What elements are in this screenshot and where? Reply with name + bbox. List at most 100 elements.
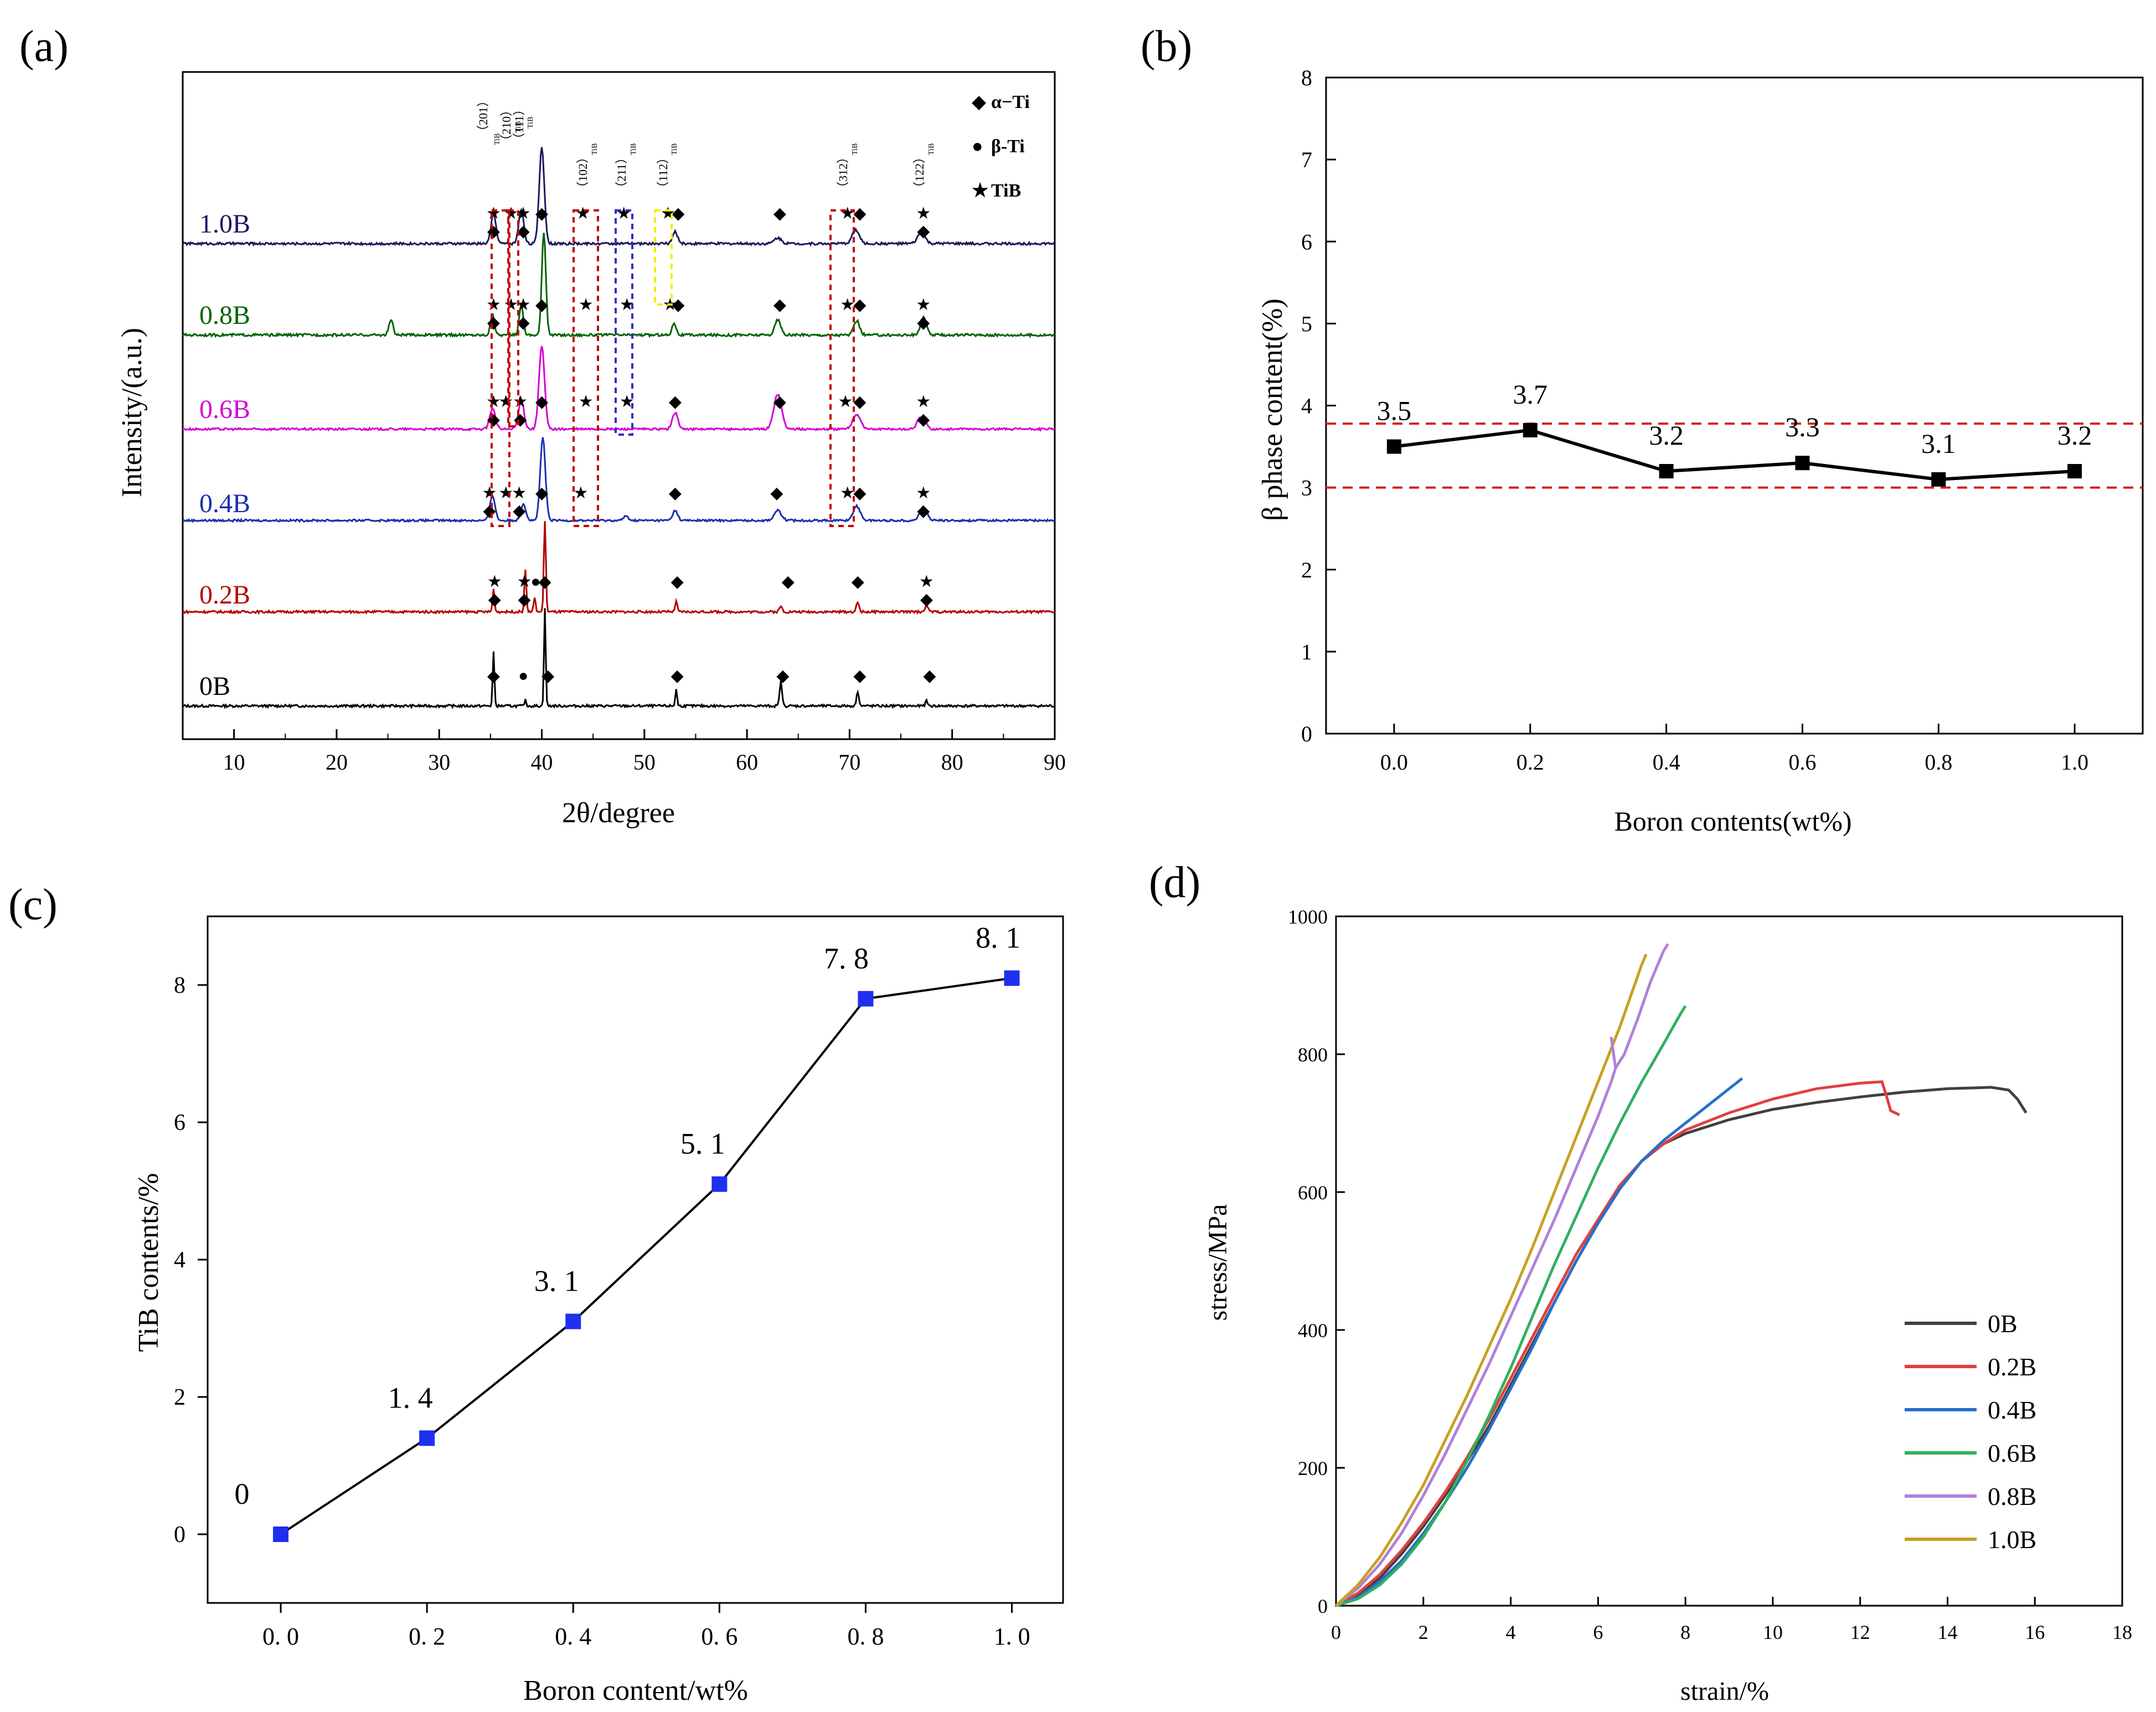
xrd-phase-marker: ◆ [923, 667, 936, 685]
box-211 [615, 209, 633, 436]
legend-beta-symbol: ● [972, 136, 983, 157]
xrd-phase-marker: ◆ [518, 590, 530, 609]
xrd-phase-marker: ◆ [782, 573, 795, 591]
d-y-label: stress/MPa [1203, 1204, 1232, 1321]
xrd-line-0.6B [182, 346, 1055, 432]
plane-sub-211: TiB [630, 143, 638, 155]
b-data-point [1523, 422, 1538, 437]
plane-sub-210: TiB [514, 121, 523, 133]
d-xtick-label: 6 [1593, 1621, 1603, 1643]
xrd-phase-marker: ◆ [920, 590, 933, 609]
xrd-phase-marker: ◆ [535, 204, 548, 223]
xrd-phase-marker: ★ [840, 204, 855, 223]
xrd-phase-marker: ◆ [776, 667, 789, 685]
d-xtick-label: 2 [1419, 1621, 1428, 1643]
xrd-phase-marker: ◆ [773, 296, 786, 314]
c-ytick-label: 8 [174, 973, 185, 998]
c-data-point [711, 1176, 728, 1192]
c-xtick-label: 1. 0 [994, 1623, 1030, 1650]
c-ytick-label: 2 [174, 1385, 185, 1410]
a-xtick-label: 60 [736, 750, 758, 775]
plane-sub-112: TiB [670, 143, 679, 155]
d-ytick-label: 400 [1298, 1319, 1328, 1342]
xrd-phase-marker: ★ [512, 484, 527, 502]
d-plot-frame [1335, 915, 2123, 1607]
b-ytick-label: 7 [1301, 147, 1312, 172]
plane-sub-122: TiB [927, 143, 936, 155]
xrd-phase-marker: ★ [661, 204, 675, 223]
box-210 [507, 209, 519, 427]
b-data-point [1795, 456, 1810, 471]
b-plot-frame [1325, 76, 2144, 735]
xrd-line-1.0B [182, 147, 1056, 247]
xrd-phase-marker: ★ [482, 484, 497, 502]
xrd-phase-marker: ◆ [517, 313, 530, 332]
b-data-label: 3.5 [1377, 395, 1412, 426]
xrd-y-label: Intensity/(a.u.) [116, 328, 148, 497]
xrd-phase-marker: ◆ [917, 222, 930, 240]
xrd-phase-marker: ◆ [541, 667, 554, 685]
xrd-phase-marker: ◆ [488, 590, 501, 609]
b-data-label: 3.1 [1921, 428, 1956, 459]
c-ytick-label: 0 [174, 1522, 185, 1548]
c-xtick-label: 0. 4 [555, 1623, 591, 1650]
xrd-phase-marker: ★ [916, 204, 931, 223]
xrd-phase-marker: ★ [838, 393, 853, 411]
xrd-phase-marker: ◆ [853, 296, 866, 314]
b-x-label: Boron contents(wt%) [1614, 806, 1851, 837]
d-xtick-label: 12 [1850, 1621, 1870, 1643]
b-ytick-label: 5 [1301, 311, 1312, 336]
xrd-phase-marker: ◆ [917, 502, 930, 520]
legend-alpha-label: α−Ti [991, 92, 1030, 112]
plane-sub-102: TiB [591, 143, 599, 155]
xrd-phase-marker: ★ [840, 296, 855, 314]
xrd-phase-marker: ◆ [535, 484, 548, 502]
d-series-line-0.8B [1335, 943, 1669, 1607]
a-xtick-label: 80 [941, 750, 963, 775]
xrd-phase-marker: ◆ [852, 573, 864, 591]
xrd-series-label: 0.2B [199, 580, 250, 610]
xrd-phase-marker: ◆ [671, 573, 684, 591]
b-xtick-label: 0.4 [1653, 750, 1680, 775]
box-112 [654, 209, 673, 306]
c-series-line [280, 977, 1012, 1535]
xrd-phase-marker: ★ [840, 484, 855, 502]
d-xtick-label: 18 [2112, 1621, 2132, 1643]
b-data-point [1659, 464, 1674, 478]
c-data-point [1004, 970, 1020, 986]
b-data-label: 3.7 [1513, 379, 1548, 410]
xrd-line-0B [182, 608, 1055, 709]
plane-label-210: （210） [499, 104, 513, 147]
xrd-phase-marker: ◆ [853, 667, 866, 685]
d-series-line-0B [1335, 1086, 2028, 1607]
plane-label-112: （112） [656, 152, 670, 194]
xrd-series-label: 0.6B [199, 395, 250, 424]
d-legend-label: 0.6B [1988, 1439, 2036, 1467]
b-ytick-label: 1 [1301, 640, 1312, 664]
d-legend-label: 1.0B [1988, 1525, 2036, 1554]
panel-label-d: (d) [1149, 858, 1200, 907]
c-data-point [565, 1313, 581, 1329]
tib-content-chart: 0 2 4 6 8 0. 0 0. 2 0. 4 0. 6 0. 8 1. 0 0 1. 4 3. 1 5… [133, 915, 1064, 1706]
xrd-line-0.2B [182, 521, 1055, 615]
c-xtick-label: 0. 2 [409, 1623, 445, 1650]
xrd-phase-marker: ◆ [483, 502, 496, 520]
b-data-label: 3.2 [1649, 420, 1684, 451]
d-series-line-1.0B [1335, 953, 1648, 1607]
panel-label-a: (a) [19, 22, 69, 71]
xrd-phase-marker: ★ [486, 393, 501, 411]
a-xtick-label: 50 [633, 750, 656, 775]
plane-label-201: （201） [476, 95, 490, 137]
xrd-phase-marker: ● [518, 667, 528, 685]
xrd-legend: ◆ α−Ti ● β-Ti ★ TiB [972, 92, 1030, 201]
xrd-phase-marker: ◆ [669, 484, 682, 502]
a-xtick-label: 90 [1044, 750, 1066, 775]
plane-label-102: （102） [576, 151, 590, 194]
plane-label-122: （122） [912, 151, 926, 194]
b-series-line [1394, 428, 2075, 481]
panel-label-c: (c) [8, 880, 58, 929]
c-xtick-label: 0. 8 [847, 1623, 884, 1650]
c-x-label: Boron content/wt% [523, 1675, 748, 1706]
b-data-label: 3.3 [1785, 411, 1820, 442]
